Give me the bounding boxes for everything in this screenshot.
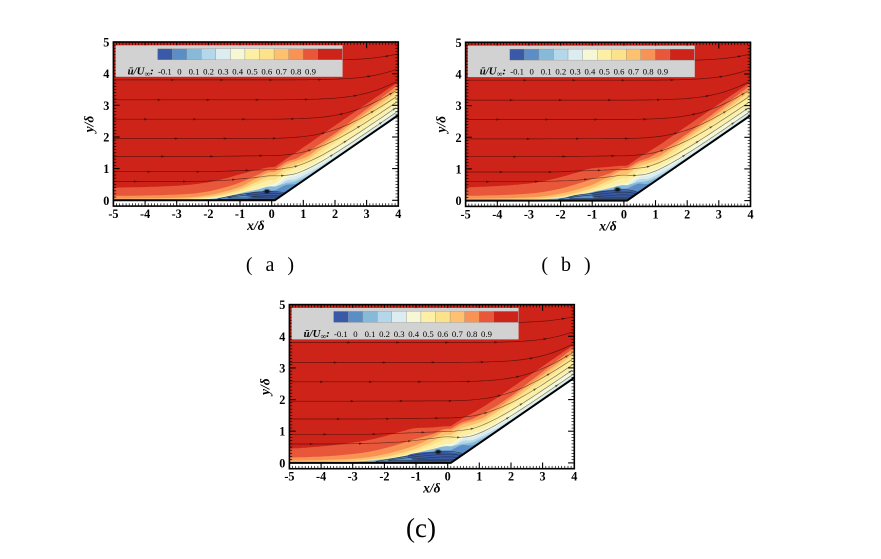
svg-text:-2: -2: [203, 207, 213, 221]
svg-text:0.8: 0.8: [466, 329, 478, 339]
svg-text:0.3: 0.3: [570, 67, 581, 77]
svg-text:0.9: 0.9: [481, 329, 492, 339]
svg-text:0.4: 0.4: [584, 67, 596, 77]
svg-text:-4: -4: [316, 470, 326, 484]
svg-text:0.1: 0.1: [365, 329, 376, 339]
svg-text:-5: -5: [284, 470, 294, 484]
svg-text:0.5: 0.5: [423, 329, 434, 339]
svg-text:-0.1: -0.1: [158, 66, 172, 76]
svg-text:ū/U∞:: ū/U∞:: [128, 65, 154, 78]
svg-text:-1: -1: [235, 207, 245, 221]
svg-text:1: 1: [476, 470, 482, 484]
svg-text:ū/U∞:: ū/U∞:: [480, 66, 506, 79]
svg-text:0: 0: [529, 67, 534, 77]
svg-text:-1: -1: [411, 470, 421, 484]
svg-text:5: 5: [279, 298, 285, 312]
svg-text:0.5: 0.5: [599, 67, 610, 77]
svg-text:0.2: 0.2: [379, 329, 390, 339]
svg-text:0.9: 0.9: [305, 66, 316, 76]
svg-text:0.8: 0.8: [290, 66, 302, 76]
svg-text:-2: -2: [379, 470, 389, 484]
svg-text:-3: -3: [172, 207, 182, 221]
svg-text:0.1: 0.1: [541, 67, 552, 77]
svg-text:0: 0: [445, 470, 451, 484]
svg-text:0: 0: [103, 194, 109, 208]
svg-text:-5: -5: [108, 207, 118, 221]
svg-text:2: 2: [508, 470, 514, 484]
svg-text:0: 0: [621, 207, 627, 221]
svg-text:0.6: 0.6: [437, 329, 449, 339]
svg-text:y/δ: y/δ: [81, 116, 96, 135]
svg-text:y/δ: y/δ: [257, 378, 272, 397]
svg-text:-2: -2: [556, 207, 566, 221]
svg-text:0.9: 0.9: [657, 67, 668, 77]
svg-text:4: 4: [571, 470, 577, 484]
svg-text:4: 4: [456, 68, 462, 82]
svg-text:1: 1: [300, 207, 306, 221]
svg-text:-4: -4: [492, 207, 502, 221]
svg-text:0: 0: [353, 329, 358, 339]
svg-text:x/δ: x/δ: [598, 218, 617, 233]
svg-text:3: 3: [540, 470, 546, 484]
svg-text:0.3: 0.3: [394, 329, 405, 339]
svg-text:3: 3: [716, 207, 722, 221]
svg-text:-1: -1: [587, 207, 597, 221]
svg-text:2: 2: [332, 207, 338, 221]
svg-text:4: 4: [103, 67, 109, 81]
svg-text:0: 0: [279, 456, 285, 470]
svg-text:2: 2: [456, 131, 462, 145]
svg-text:0.4: 0.4: [232, 66, 244, 76]
svg-text:ū/U∞:: ū/U∞:: [304, 328, 330, 341]
svg-text:1: 1: [456, 162, 462, 176]
svg-text:0.7: 0.7: [628, 67, 640, 77]
svg-text:-3: -3: [348, 470, 358, 484]
svg-text:0.2: 0.2: [555, 67, 566, 77]
svg-text:y/δ: y/δ: [434, 116, 449, 135]
svg-text:-3: -3: [524, 207, 534, 221]
svg-text:3: 3: [364, 207, 370, 221]
svg-text:( a ): ( a ): [246, 254, 298, 276]
svg-text:-0.1: -0.1: [334, 329, 348, 339]
svg-text:5: 5: [456, 36, 462, 50]
svg-text:x/δ: x/δ: [422, 481, 441, 496]
svg-text:4: 4: [279, 330, 285, 344]
svg-text:3: 3: [103, 99, 109, 113]
svg-text:1: 1: [279, 425, 285, 439]
svg-text:0: 0: [177, 66, 182, 76]
svg-text:1: 1: [652, 207, 658, 221]
svg-text:4: 4: [395, 207, 401, 221]
svg-text:0.4: 0.4: [408, 329, 420, 339]
svg-text:2: 2: [684, 207, 690, 221]
svg-text:4: 4: [747, 207, 753, 221]
svg-text:-0.1: -0.1: [510, 67, 524, 77]
svg-text:0.7: 0.7: [276, 66, 288, 76]
svg-text:0.6: 0.6: [261, 66, 273, 76]
svg-text:0.1: 0.1: [189, 66, 200, 76]
svg-text:0: 0: [269, 207, 275, 221]
svg-text:1: 1: [103, 162, 109, 176]
svg-text:0.3: 0.3: [218, 66, 229, 76]
svg-text:0.8: 0.8: [643, 67, 655, 77]
svg-text:(c): (c): [406, 513, 436, 543]
svg-text:3: 3: [456, 99, 462, 113]
svg-text:2: 2: [103, 131, 109, 145]
svg-text:( b ): ( b ): [541, 254, 594, 276]
svg-text:x/δ: x/δ: [246, 218, 265, 233]
svg-text:0.2: 0.2: [203, 66, 214, 76]
svg-text:-5: -5: [461, 207, 471, 221]
svg-text:0.5: 0.5: [247, 66, 258, 76]
svg-text:2: 2: [279, 393, 285, 407]
svg-text:3: 3: [279, 361, 285, 375]
svg-text:-4: -4: [140, 207, 150, 221]
svg-text:5: 5: [103, 36, 109, 50]
svg-text:0.7: 0.7: [452, 329, 464, 339]
svg-text:0: 0: [456, 194, 462, 208]
svg-text:0.6: 0.6: [614, 67, 626, 77]
